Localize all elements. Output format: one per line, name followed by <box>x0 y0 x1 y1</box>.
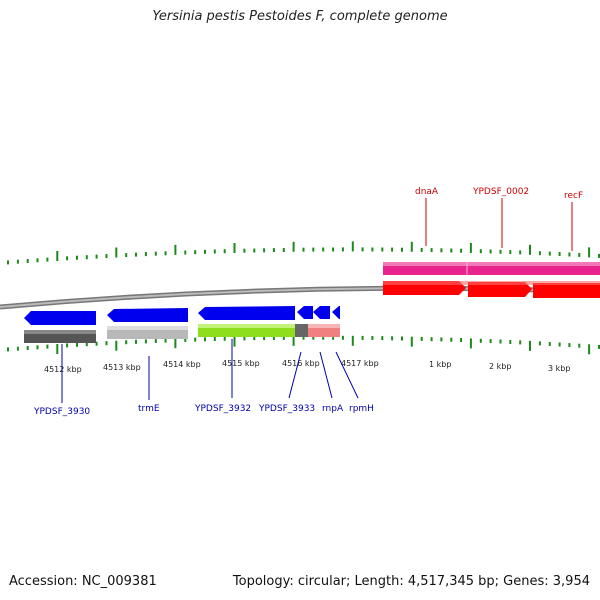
gene-trmE[interactable] <box>107 308 188 322</box>
scale-label: 4514 kbp <box>163 360 201 369</box>
accession-text: Accession: NC_009381 <box>9 574 157 589</box>
gene-rpmH[interactable] <box>332 306 340 319</box>
gene-recF[interactable] <box>533 283 600 298</box>
reverse-gene-labels: YPDSF_3930 trmE YPDSF_3932 YPDSF_3933 rn… <box>33 339 374 417</box>
lower-tick-track <box>7 335 600 355</box>
reverse-genes <box>24 306 340 325</box>
scale-label: 4515 kbp <box>222 359 260 368</box>
gene-label-YPDSF_0002[interactable]: YPDSF_0002 <box>472 187 529 197</box>
scale-label: 2 kbp <box>489 362 511 371</box>
scale-label: 4513 kbp <box>103 363 141 372</box>
scale-labels: 4512 kbp 4513 kbp 4514 kbp 4515 kbp 4516… <box>44 359 570 374</box>
scale-label: 3 kbp <box>548 364 570 373</box>
gene-YPDSF_3930[interactable] <box>24 311 96 325</box>
gene-rnpA[interactable] <box>313 306 330 319</box>
gene-label-rnpA[interactable]: rnpA <box>322 404 344 414</box>
gene-label-trmE[interactable]: trmE <box>138 404 160 414</box>
reverse-band <box>24 324 340 343</box>
gene-label-YPDSF_3933[interactable]: YPDSF_3933 <box>258 404 315 414</box>
gene-label-recF[interactable]: recF <box>564 191 583 201</box>
forward-genes <box>383 281 600 298</box>
gene-label-rpmH[interactable]: rpmH <box>349 404 374 414</box>
gene-label-YPDSF_3930[interactable]: YPDSF_3930 <box>33 407 90 417</box>
gene-YPDSF_3932[interactable] <box>198 306 295 320</box>
genome-title: Yersinia pestis Pestoides F, complete ge… <box>152 9 448 24</box>
genome-summary-text: Topology: circular; Length: 4,517,345 bp… <box>232 574 590 589</box>
gene-label-dnaA[interactable]: dnaA <box>415 187 439 197</box>
scale-label: 1 kbp <box>429 360 451 369</box>
scale-label: 4516 kbp <box>282 359 320 368</box>
gene-label-YPDSF_3932[interactable]: YPDSF_3932 <box>194 404 251 414</box>
gene-YPDSF_0002[interactable] <box>468 282 532 297</box>
forward-band <box>383 262 600 275</box>
upper-tick-track <box>7 241 600 265</box>
scale-label: 4512 kbp <box>44 365 82 374</box>
forward-gene-labels: dnaA YPDSF_0002 recF <box>415 187 583 251</box>
gene-YPDSF_3933[interactable] <box>297 306 313 319</box>
scale-label: 4517 kbp <box>341 359 379 368</box>
